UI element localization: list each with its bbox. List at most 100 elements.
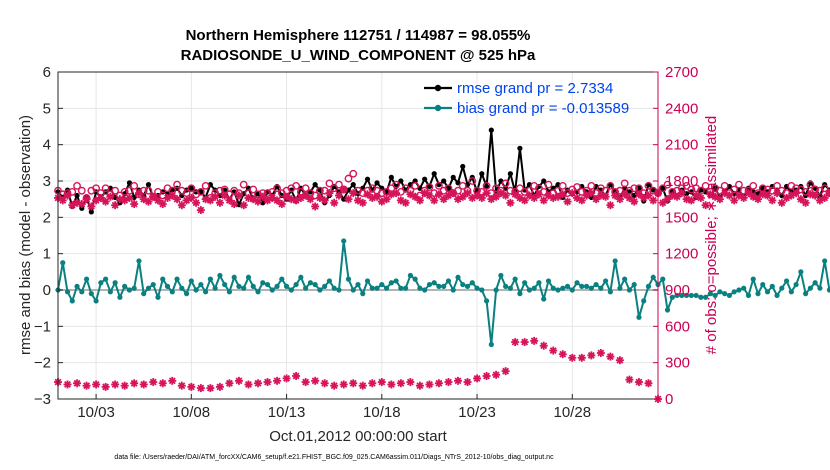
series-rejected-low xyxy=(54,336,662,403)
data-point-bias xyxy=(483,298,490,304)
legend-marker-bias xyxy=(434,104,442,112)
data-point-assimilated xyxy=(63,380,72,389)
data-point-bias xyxy=(750,276,756,282)
data-point-possible xyxy=(735,180,743,189)
y-right-tick-label: 900 xyxy=(665,282,690,299)
data-point-rmse xyxy=(507,171,513,177)
data-point-assimilated xyxy=(463,378,472,387)
data-point-bias xyxy=(345,276,352,282)
data-point-assimilated xyxy=(215,382,224,391)
data-point-bias xyxy=(122,283,128,289)
data-point-rmse xyxy=(688,189,694,195)
data-point-rmse xyxy=(74,192,80,199)
data-point-assimilated xyxy=(125,193,134,202)
data-point-bias xyxy=(817,285,823,291)
data-point-rmse xyxy=(483,183,490,190)
data-point-bias xyxy=(779,285,785,291)
data-point-bias xyxy=(312,281,318,288)
data-point-bias xyxy=(788,289,794,295)
data-point-assimilated xyxy=(430,196,439,205)
data-point-assimilated xyxy=(196,384,205,393)
data-point-assimilated xyxy=(406,378,415,387)
data-point-assimilated xyxy=(211,192,220,201)
data-point-possible xyxy=(701,181,710,190)
data-point-assimilated xyxy=(473,374,482,383)
data-point-rmse xyxy=(450,174,456,180)
y-right-tick-label: 1200 xyxy=(665,246,698,263)
data-point-assimilated xyxy=(254,197,262,206)
data-point-possible xyxy=(292,181,300,190)
data-point-assimilated xyxy=(325,189,334,198)
data-point-bias xyxy=(622,276,628,282)
data-point-bias xyxy=(426,281,433,288)
data-point-bias xyxy=(603,278,609,284)
data-point-rmse xyxy=(341,196,347,202)
data-point-possible xyxy=(544,180,553,189)
data-point-assimilated xyxy=(225,379,234,388)
data-point-assimilated xyxy=(301,378,310,387)
data-point-bias xyxy=(579,283,585,289)
data-point-assimilated xyxy=(387,380,396,389)
data-point-bias xyxy=(503,283,509,289)
data-point-possible xyxy=(392,180,400,189)
data-point-assimilated xyxy=(87,202,96,211)
data-point-bias xyxy=(293,281,299,288)
x-tick-label: 10/08 xyxy=(173,404,211,421)
y-tick-label: 6 xyxy=(43,64,51,81)
data-point-possible xyxy=(682,181,691,190)
y-tick-label: 2 xyxy=(43,209,51,226)
data-point-bias xyxy=(726,292,733,299)
data-point-bias xyxy=(560,285,566,291)
data-point-bias xyxy=(403,285,409,291)
data-point-bias xyxy=(631,281,637,288)
data-point-assimilated xyxy=(58,196,67,205)
data-point-assimilated xyxy=(730,196,739,205)
data-point-bias xyxy=(393,278,399,284)
data-point-bias xyxy=(93,298,99,304)
data-point-assimilated xyxy=(358,198,367,207)
y-tick-label: −1 xyxy=(34,318,51,335)
data-point-assimilated xyxy=(134,189,143,198)
data-point-possible xyxy=(92,184,100,193)
data-point-bias xyxy=(512,276,518,282)
data-point-assimilated xyxy=(220,191,229,200)
data-point-bias xyxy=(764,289,771,295)
data-point-assimilated xyxy=(230,200,239,209)
data-point-assimilated xyxy=(677,189,686,198)
data-point-rmse xyxy=(312,182,318,188)
data-point-bias xyxy=(136,258,142,264)
data-point-possible xyxy=(658,184,667,193)
data-point-rmse xyxy=(517,145,523,151)
data-point-bias xyxy=(379,281,385,288)
data-point-assimilated xyxy=(549,346,558,355)
data-point-bias xyxy=(264,281,271,288)
data-point-bias xyxy=(598,285,604,291)
data-point-bias xyxy=(460,281,466,288)
data-point-bias xyxy=(145,285,152,291)
data-point-assimilated xyxy=(168,191,177,200)
data-point-bias xyxy=(522,280,528,286)
data-point-possible xyxy=(120,187,129,196)
legend-marker-rmse xyxy=(434,84,442,92)
data-point-rmse xyxy=(350,182,356,188)
data-point-possible xyxy=(77,186,86,195)
footnote-data-file: data file: /Users/raeder/DAI/ATM_forcXX/… xyxy=(114,454,554,461)
data-point-bias xyxy=(398,285,404,291)
data-point-bias xyxy=(83,276,90,282)
data-point-rmse xyxy=(441,178,447,184)
data-point-rmse xyxy=(398,178,404,184)
data-point-assimilated xyxy=(425,380,434,389)
data-point-possible xyxy=(239,180,248,189)
data-point-possible xyxy=(558,181,567,190)
data-point-bias xyxy=(498,272,504,279)
data-point-bias xyxy=(383,285,390,291)
data-point-bias xyxy=(369,285,375,291)
y-tick-label: 5 xyxy=(43,100,51,117)
data-point-bias xyxy=(479,287,485,293)
data-point-bias xyxy=(431,280,437,286)
data-point-rmse xyxy=(145,182,152,188)
data-point-assimilated xyxy=(434,379,443,388)
data-point-assimilated xyxy=(130,200,139,209)
data-point-rmse xyxy=(364,176,371,182)
data-point-assimilated xyxy=(82,381,91,390)
